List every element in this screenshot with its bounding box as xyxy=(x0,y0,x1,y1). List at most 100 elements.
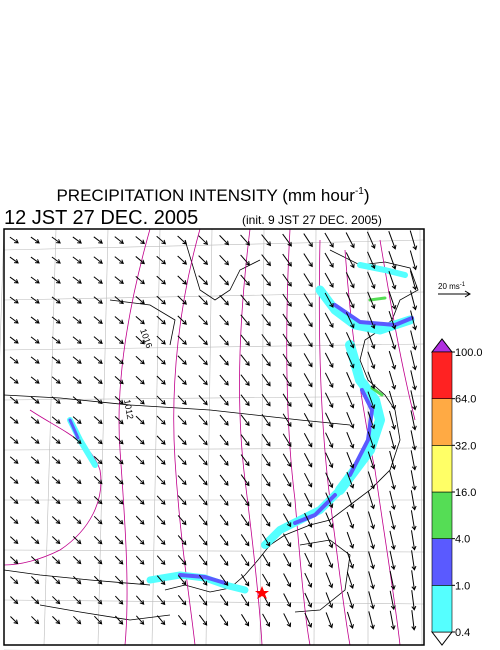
wind-arrow xyxy=(177,375,187,385)
wind-arrow xyxy=(388,410,397,430)
wind-arrow xyxy=(93,476,103,485)
wind-arrow xyxy=(135,555,145,565)
wind-arrow xyxy=(51,376,61,384)
precip-band xyxy=(357,262,408,278)
wind-arrow xyxy=(51,416,61,424)
colorbar-segment xyxy=(431,491,453,539)
wind-arrow xyxy=(72,456,82,465)
wind-arrow xyxy=(93,595,103,605)
wind-arrow xyxy=(367,471,376,490)
wind-arrow xyxy=(304,512,313,528)
wind-arrow xyxy=(72,516,82,525)
wind-arrow xyxy=(303,333,313,348)
wind-arrow xyxy=(72,336,82,344)
colorbar-label: 16.0 xyxy=(455,487,476,499)
wind-arrow xyxy=(388,231,397,250)
wind-arrow xyxy=(93,236,103,244)
wind-arrow xyxy=(261,354,271,367)
wind-arrow xyxy=(303,253,313,268)
wind-arrow xyxy=(219,294,229,306)
wind-arrow xyxy=(282,313,292,327)
wind-arrow xyxy=(219,334,229,346)
wind-arrow xyxy=(94,615,103,625)
wind-arrow xyxy=(30,556,40,565)
wind-arrow xyxy=(261,314,271,327)
wind-arrow xyxy=(368,531,375,550)
wind-arrow xyxy=(367,431,376,450)
wind-arrow xyxy=(198,474,208,486)
wind-arrow xyxy=(135,495,145,505)
wind-arrow xyxy=(135,395,145,405)
wind-arrow xyxy=(388,270,397,290)
wind-arrow xyxy=(51,436,61,444)
colorbar-label: 0.4 xyxy=(455,627,470,639)
wind-arrow xyxy=(156,495,166,505)
wind-arrow xyxy=(30,396,40,404)
wind-arrow xyxy=(177,495,187,506)
wind-arrow xyxy=(367,511,376,530)
wind-arrow xyxy=(51,296,61,304)
wind-arrow xyxy=(177,555,187,566)
wind-scale-label: 20 ms-1 xyxy=(438,282,466,291)
wind-arrow xyxy=(389,570,396,591)
wind-arrow xyxy=(93,296,103,304)
wind-arrow xyxy=(325,412,334,429)
wind-arrow xyxy=(219,274,230,286)
wind-arrow xyxy=(51,396,61,404)
wind-arrow xyxy=(198,315,208,326)
wind-arrow xyxy=(177,235,188,245)
wind-arrow xyxy=(219,574,229,587)
wind-arrow xyxy=(346,571,355,589)
wind-arrow xyxy=(93,256,103,264)
wind-arrow xyxy=(198,574,208,586)
wind-arrow xyxy=(51,496,61,505)
wind-arrow xyxy=(114,615,124,625)
wind-arrow xyxy=(219,434,229,446)
wind-arrow xyxy=(114,535,124,545)
wind-arrow xyxy=(325,492,334,509)
wind-arrow xyxy=(367,371,376,390)
wind-arrow xyxy=(410,330,418,351)
wind-arrow xyxy=(367,271,376,290)
wind-arrow xyxy=(51,516,61,525)
wind-arrow xyxy=(30,276,40,284)
wind-arrow xyxy=(389,550,396,571)
wind-arrow xyxy=(219,354,229,366)
wind-arrow xyxy=(346,411,355,429)
wind-arrow xyxy=(324,292,334,308)
wind-arrow xyxy=(345,252,355,269)
wind-arrow xyxy=(9,316,19,324)
wind-arrow xyxy=(303,353,313,368)
wind-arrow xyxy=(282,393,292,408)
wind-arrow xyxy=(9,476,19,484)
wind-arrow xyxy=(219,414,229,426)
wind-arrow xyxy=(368,551,375,570)
wind-arrow xyxy=(283,553,292,568)
wind-arrow xyxy=(10,576,19,585)
wind-arrow xyxy=(114,256,124,264)
wind-arrow xyxy=(9,336,19,344)
wind-arrow xyxy=(261,433,271,447)
wind-arrow xyxy=(410,530,417,551)
wind-arrow xyxy=(325,612,334,629)
grid-line xyxy=(0,228,5,357)
wind-arrow xyxy=(240,554,250,567)
wind-arrow xyxy=(114,336,124,345)
wind-arrow xyxy=(388,330,397,350)
wind-arrow xyxy=(156,555,166,566)
wind-arrow xyxy=(156,375,166,385)
wind-arrow xyxy=(346,392,355,409)
wind-arrow xyxy=(282,513,292,528)
wind-arrow xyxy=(156,235,167,245)
grid-line xyxy=(3,447,425,451)
wind-arrow xyxy=(262,573,271,587)
wind-arrow xyxy=(198,454,208,466)
wind-arrow xyxy=(9,456,19,464)
wind-arrow xyxy=(156,455,166,465)
wind-arrow xyxy=(219,474,229,486)
wind-arrow xyxy=(304,552,313,568)
wind-arrow xyxy=(9,416,19,424)
wind-arrow xyxy=(156,415,166,425)
wind-arrow xyxy=(93,416,103,425)
wind-arrow xyxy=(324,232,334,248)
